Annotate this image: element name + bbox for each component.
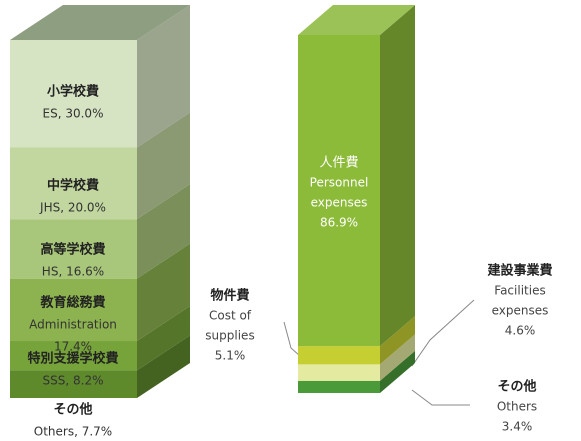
value-label: 5.1% (215, 349, 246, 363)
bar-side (137, 112, 190, 220)
series-name: その他 (53, 402, 92, 418)
bar-top (298, 5, 415, 35)
value-label: SSS, 8.2% (43, 374, 104, 388)
series-name: その他 (497, 379, 536, 395)
series-name: 中学校費 (47, 178, 99, 194)
bar-segment (10, 278, 137, 342)
series-name: 高等学校費 (40, 242, 105, 258)
bar-segment (10, 341, 137, 371)
value-label: 17.4% (54, 340, 92, 354)
bar-side (380, 334, 415, 381)
bar-segment (10, 219, 137, 279)
value-label: ES, 30.0% (43, 107, 104, 121)
series-sublabel: supplies (205, 329, 254, 343)
bar-side (137, 306, 190, 371)
bar-side (137, 5, 190, 148)
series-name: 特別支援学校費 (27, 351, 118, 367)
bar-segment (10, 40, 137, 148)
value-label: 86.9% (320, 216, 358, 230)
bar-segment (298, 380, 380, 393)
value-label: 4.6% (505, 324, 536, 338)
value-label: Others, 7.7% (34, 425, 112, 439)
bar-segment (298, 346, 380, 365)
bar-top (10, 5, 190, 40)
leader-lines (283, 299, 475, 406)
series-name: 教育総務費 (39, 295, 105, 311)
series-sublabel: expenses (311, 196, 368, 210)
bar-side (380, 5, 415, 347)
series-sublabel: expenses (492, 304, 549, 318)
series-name: 小学校費 (47, 84, 99, 100)
series-sublabel: Personnel (310, 176, 369, 190)
value-label: HS, 16.6% (42, 265, 104, 279)
bar-side (137, 335, 190, 398)
value-label: 3.4% (502, 420, 533, 434)
series-sublabel: Others (497, 400, 537, 414)
leader-line (411, 299, 475, 367)
bar-side (380, 350, 415, 393)
series-name: 物件費 (210, 288, 249, 304)
series-name: 建設事業費 (487, 263, 552, 279)
bar-segment (10, 147, 137, 220)
bar-segment (298, 35, 380, 347)
bar-side (137, 184, 190, 279)
series-sublabel: Administration (29, 318, 117, 332)
series-name: 人件費 (319, 156, 358, 171)
leader-line (283, 321, 301, 357)
leader-line (411, 389, 470, 406)
bar-side (380, 316, 415, 365)
bar-segment (10, 370, 137, 398)
bar-side (137, 243, 190, 342)
series-sublabel: Facilities (494, 284, 545, 298)
bar-segment (298, 364, 380, 381)
value-label: JHS, 20.0% (39, 201, 106, 215)
series-sublabel: Cost of (209, 309, 252, 323)
